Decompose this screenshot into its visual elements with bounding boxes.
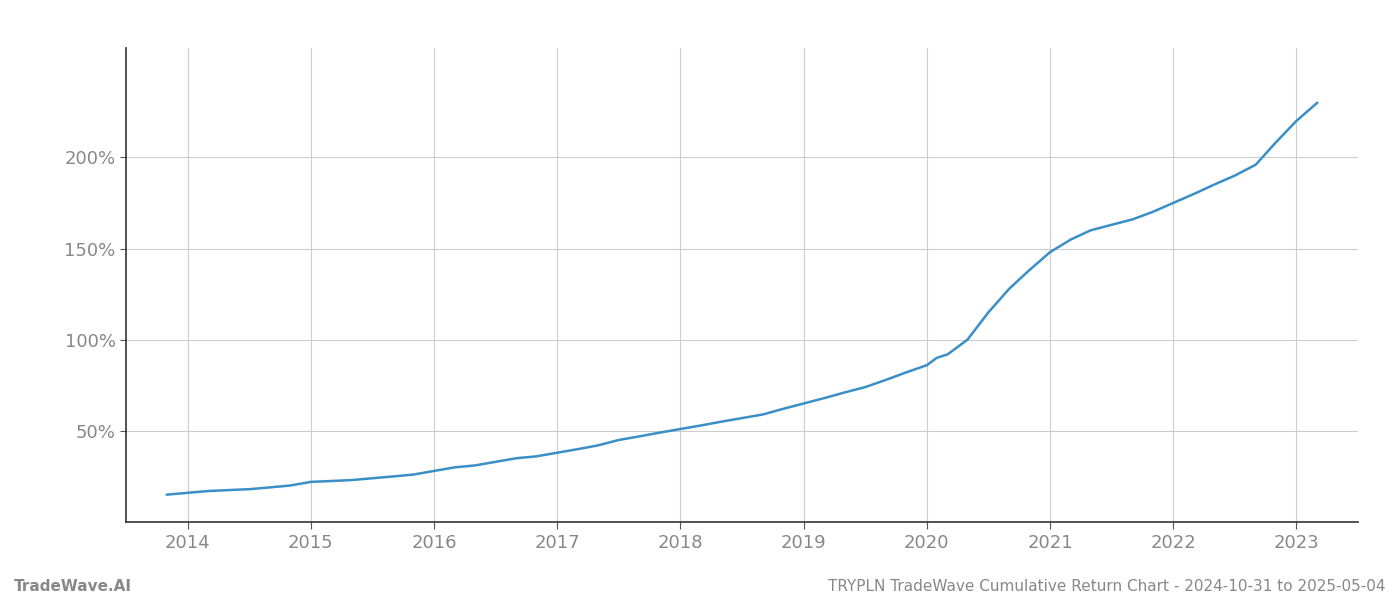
Text: TradeWave.AI: TradeWave.AI [14,579,132,594]
Text: TRYPLN TradeWave Cumulative Return Chart - 2024-10-31 to 2025-05-04: TRYPLN TradeWave Cumulative Return Chart… [829,579,1386,594]
